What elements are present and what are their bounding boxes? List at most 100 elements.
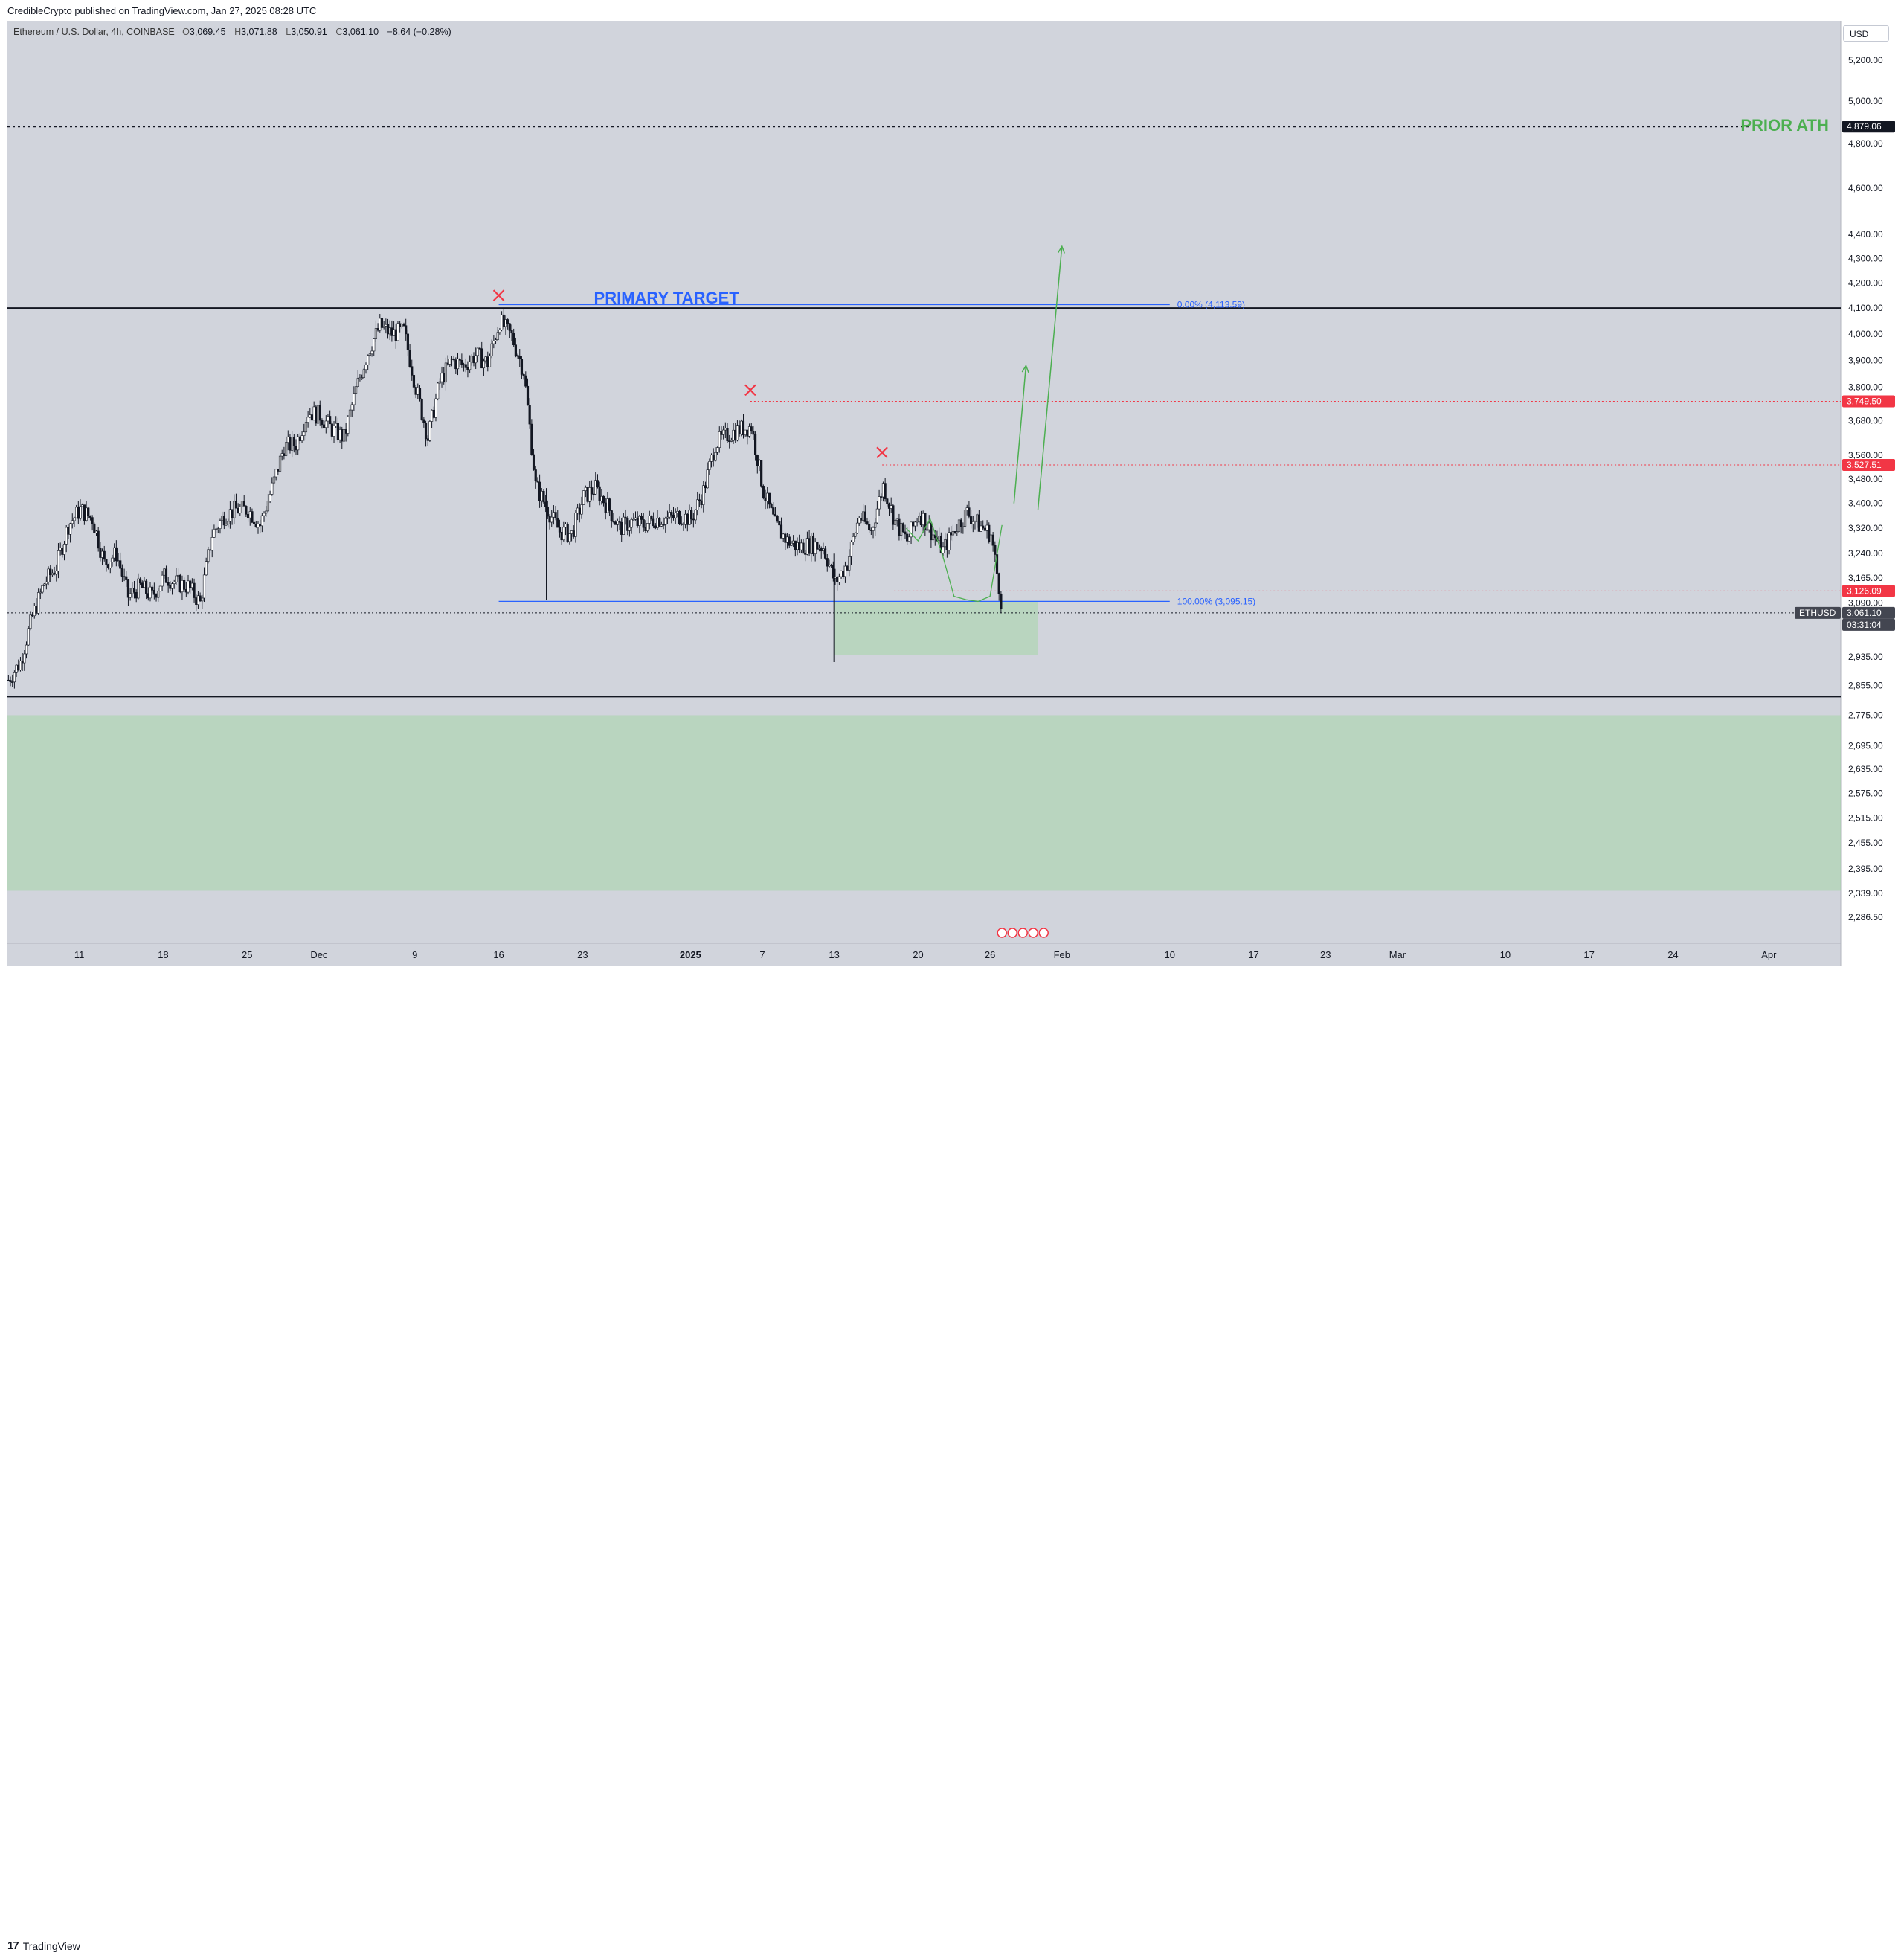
candle-body xyxy=(702,485,705,505)
candle-body xyxy=(9,680,12,682)
price-tick-label: 3,320.00 xyxy=(1848,523,1883,533)
price-tick-label: 2,635.00 xyxy=(1848,764,1883,774)
candle-body xyxy=(890,505,892,509)
candle-body xyxy=(35,606,38,614)
candle-body xyxy=(638,516,641,526)
close-label: C xyxy=(335,27,343,37)
candle-body xyxy=(654,525,657,528)
candle-body xyxy=(228,509,231,522)
price-tick-label: 2,935.00 xyxy=(1848,652,1883,662)
price-tick-label: 4,300.00 xyxy=(1848,253,1883,263)
candle-body xyxy=(315,406,318,424)
candle-body xyxy=(374,328,378,339)
candle-body xyxy=(976,514,979,522)
candle-body xyxy=(443,373,446,383)
candle-body xyxy=(846,565,849,571)
event-flag-icon xyxy=(1038,928,1049,938)
candle-body xyxy=(840,571,843,577)
candle-body xyxy=(396,323,399,341)
candle-body xyxy=(624,516,627,519)
candle-body xyxy=(562,527,565,541)
candle-body xyxy=(985,524,988,531)
candle-body xyxy=(740,420,743,434)
candle-body xyxy=(564,524,567,528)
candle-body xyxy=(109,562,112,568)
candle-body xyxy=(554,512,557,518)
time-tick-label: Apr xyxy=(1761,949,1777,960)
candle-body xyxy=(464,364,467,368)
time-tick-label: 24 xyxy=(1667,949,1678,960)
candle-body xyxy=(97,530,100,549)
candle-body xyxy=(632,518,635,521)
time-tick-label: Dec xyxy=(310,949,328,960)
price-axis-background xyxy=(1841,21,1897,966)
candle-body xyxy=(826,558,829,567)
candle-body xyxy=(475,355,477,364)
change-value: −8.64 (−0.28%) xyxy=(387,27,451,37)
price-tick-label: 5,000.00 xyxy=(1848,96,1883,106)
candle-body xyxy=(456,359,460,370)
candle-body xyxy=(93,523,96,533)
candle-body xyxy=(736,425,739,441)
candle-body xyxy=(971,521,974,524)
lower-demand-zone xyxy=(7,715,1841,891)
candle-body xyxy=(362,369,365,378)
candle-body xyxy=(392,329,396,336)
tradingview-logo-text: TradingView xyxy=(22,1939,80,1952)
candle-body xyxy=(175,575,178,582)
candle-body xyxy=(994,545,997,555)
candle-body xyxy=(880,496,883,498)
candle-body xyxy=(646,523,649,531)
candle-body xyxy=(668,512,671,518)
candle-body xyxy=(842,571,845,577)
candle-body xyxy=(189,580,192,588)
candle-body xyxy=(506,319,509,324)
candle-body xyxy=(540,490,543,501)
candle-body xyxy=(714,452,717,461)
candle-body xyxy=(858,518,861,524)
candle-body xyxy=(836,577,839,582)
candle-body xyxy=(117,560,120,562)
event-flag-icon xyxy=(997,928,1007,938)
candle-body xyxy=(151,586,154,591)
candle-body xyxy=(550,516,553,523)
candle-body xyxy=(289,437,292,451)
event-flag-icon xyxy=(1007,928,1017,938)
candle-body xyxy=(394,329,397,341)
candle-body xyxy=(953,530,956,533)
tradingview-logo[interactable]: 17 TradingView xyxy=(7,1939,80,1952)
candle-body xyxy=(245,506,248,515)
red-x-marker xyxy=(876,446,888,459)
candle-body xyxy=(514,344,517,356)
low-label: L xyxy=(286,27,292,37)
candle-body xyxy=(594,480,597,495)
price-tag-label: 3,126.09 xyxy=(1847,585,1882,596)
time-tick-label: 11 xyxy=(74,949,85,960)
candle-body xyxy=(664,518,667,525)
candle-body xyxy=(342,429,346,442)
candle-body xyxy=(309,414,312,418)
candle-body xyxy=(332,426,335,437)
candle-body xyxy=(784,533,787,543)
candle-body xyxy=(65,527,68,545)
candle-body xyxy=(446,362,449,365)
candle-body xyxy=(886,498,889,504)
candle-body xyxy=(502,314,505,327)
candle-body xyxy=(414,387,417,395)
candle-body xyxy=(358,377,361,379)
candle-body xyxy=(682,524,685,525)
currency-button[interactable]: USD xyxy=(1843,25,1889,42)
price-chart[interactable]: 0.00% (4,113.59) 100.00% (3,095.15) PRIMAR… xyxy=(7,21,1897,966)
candle-body xyxy=(187,580,190,593)
time-tick-label: 9 xyxy=(412,949,417,960)
candle-body xyxy=(87,507,90,516)
candle-body xyxy=(310,414,314,421)
candle-body xyxy=(944,539,947,548)
time-tick-label: 16 xyxy=(493,949,504,960)
chart-frame[interactable]: 0.00% (4,113.59) 100.00% (3,095.15) PRIMAR… xyxy=(7,21,1897,966)
red-x-marker xyxy=(744,384,756,396)
candle-body xyxy=(526,385,530,405)
candle-body xyxy=(161,574,164,587)
candle-body xyxy=(774,514,777,517)
symbol-tag-label: ETHUSD xyxy=(1799,608,1836,618)
